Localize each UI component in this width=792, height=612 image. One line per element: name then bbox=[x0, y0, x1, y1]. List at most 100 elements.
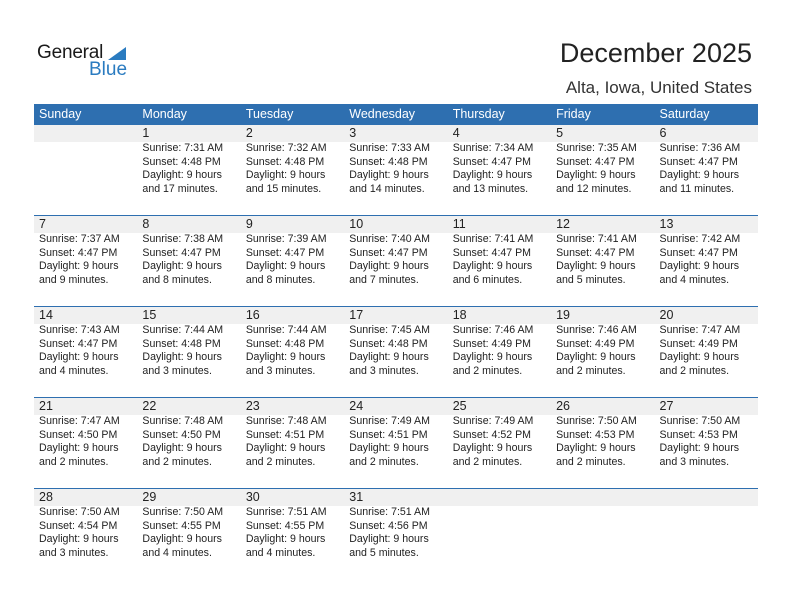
sunrise-text: Sunrise: 7:48 AM bbox=[245, 415, 327, 427]
daylight-text: Daylight: 9 hours bbox=[349, 442, 429, 454]
daylight-text: Daylight: 9 hours bbox=[245, 169, 326, 181]
daylight-minutes-text: and 17 minutes. bbox=[142, 182, 218, 195]
day-cell: 27 Sunrise: 7:50 AM Sunset: 4:53 PM Dayligh… bbox=[655, 398, 758, 488]
daylight-minutes-text: and 2 minutes. bbox=[556, 364, 626, 377]
day-cell: 7 Sunrise: 7:37 AM Sunset: 4:47 PM Daylight… bbox=[34, 216, 137, 306]
day-number: 12 bbox=[556, 217, 571, 231]
day-cell: 31 Sunrise: 7:51 AM Sunset: 4:56 PM Dayligh… bbox=[344, 489, 447, 579]
sunset-text: Sunset: 4:49 PM bbox=[659, 337, 738, 350]
day-number: 27 bbox=[659, 399, 674, 413]
daylight-minutes-text: and 7 minutes. bbox=[349, 273, 419, 286]
sunset-text: Sunset: 4:55 PM bbox=[245, 519, 325, 532]
daylight-text: Daylight: 9 hours bbox=[349, 533, 429, 545]
empty-day-cell bbox=[448, 489, 551, 579]
day-number: 13 bbox=[659, 217, 674, 231]
daylight-text: Daylight: 9 hours bbox=[245, 260, 326, 272]
sunrise-text: Sunrise: 7:39 AM bbox=[245, 233, 327, 245]
day-number: 28 bbox=[39, 490, 53, 504]
date-band bbox=[34, 489, 758, 506]
day-cell: 17 Sunrise: 7:45 AM Sunset: 4:48 PM Dayligh… bbox=[344, 307, 447, 397]
daylight-minutes-text: and 9 minutes. bbox=[39, 273, 109, 286]
day-cell: 21 Sunrise: 7:47 AM Sunset: 4:50 PM Dayligh… bbox=[34, 398, 137, 488]
day-number: 9 bbox=[245, 217, 253, 231]
sunset-text: Sunset: 4:51 PM bbox=[245, 428, 325, 441]
sunset-text: Sunset: 4:54 PM bbox=[39, 519, 118, 532]
daylight-minutes-text: and 2 minutes. bbox=[349, 455, 419, 468]
daylight-text: Daylight: 9 hours bbox=[659, 351, 740, 363]
weekday-header-wednesday: Wednesday bbox=[349, 107, 416, 121]
daylight-minutes-text: and 11 minutes. bbox=[659, 182, 735, 195]
day-number: 7 bbox=[39, 217, 46, 231]
sunset-text: Sunset: 4:47 PM bbox=[659, 155, 738, 168]
day-cell: 2 Sunrise: 7:32 AM Sunset: 4:48 PM Daylight… bbox=[241, 125, 344, 215]
sunset-text: Sunset: 4:49 PM bbox=[452, 337, 532, 350]
day-cell: 1 Sunrise: 7:31 AM Sunset: 4:48 PM Daylight… bbox=[137, 125, 240, 215]
date-band bbox=[34, 216, 758, 233]
day-number: 15 bbox=[142, 308, 157, 322]
day-cell: 29 Sunrise: 7:50 AM Sunset: 4:55 PM Dayligh… bbox=[137, 489, 240, 579]
day-cell: 20 Sunrise: 7:47 AM Sunset: 4:49 PM Dayligh… bbox=[655, 307, 758, 397]
sunset-text: Sunset: 4:53 PM bbox=[556, 428, 635, 441]
daylight-minutes-text: and 6 minutes. bbox=[452, 273, 523, 286]
daylight-text: Daylight: 9 hours bbox=[556, 351, 636, 363]
daylight-minutes-text: and 15 minutes. bbox=[245, 182, 322, 195]
sunrise-text: Sunrise: 7:41 AM bbox=[452, 233, 534, 245]
day-cell: 23 Sunrise: 7:48 AM Sunset: 4:51 PM Dayligh… bbox=[241, 398, 344, 488]
empty-day-cell bbox=[34, 125, 137, 215]
week-row: 14 Sunrise: 7:43 AM Sunset: 4:47 PM Dayligh… bbox=[34, 306, 758, 397]
day-cell: 19 Sunrise: 7:46 AM Sunset: 4:49 PM Dayligh… bbox=[551, 307, 654, 397]
sunset-text: Sunset: 4:47 PM bbox=[349, 246, 428, 259]
daylight-minutes-text: and 5 minutes. bbox=[556, 273, 626, 286]
sunrise-text: Sunrise: 7:35 AM bbox=[556, 142, 637, 154]
daylight-minutes-text: and 14 minutes. bbox=[349, 182, 425, 195]
page-title: December 2025 bbox=[559, 38, 752, 68]
sunrise-text: Sunrise: 7:36 AM bbox=[659, 142, 741, 154]
daylight-minutes-text: and 3 minutes. bbox=[142, 364, 212, 377]
sunset-text: Sunset: 4:56 PM bbox=[349, 519, 428, 532]
daylight-text: Daylight: 9 hours bbox=[245, 533, 326, 545]
day-cell: 15 Sunrise: 7:44 AM Sunset: 4:48 PM Dayligh… bbox=[137, 307, 240, 397]
sunrise-text: Sunrise: 7:37 AM bbox=[39, 233, 120, 245]
day-number: 24 bbox=[349, 399, 364, 413]
daylight-text: Daylight: 9 hours bbox=[39, 351, 119, 363]
logo-triangle-icon bbox=[108, 47, 126, 60]
daylight-minutes-text: and 2 minutes. bbox=[245, 455, 316, 468]
sunset-text: Sunset: 4:47 PM bbox=[556, 155, 635, 168]
day-cell: 24 Sunrise: 7:49 AM Sunset: 4:51 PM Dayligh… bbox=[344, 398, 447, 488]
weekday-header-row: Sunday Monday Tuesday Wednesday Thursday Frid… bbox=[34, 104, 758, 125]
daylight-minutes-text: and 4 minutes. bbox=[659, 273, 730, 286]
day-cell: 6 Sunrise: 7:36 AM Sunset: 4:47 PM Daylight… bbox=[655, 125, 758, 215]
day-number: 16 bbox=[245, 308, 260, 322]
sunrise-text: Sunrise: 7:44 AM bbox=[142, 324, 224, 336]
day-number: 8 bbox=[142, 217, 150, 231]
day-number: 29 bbox=[142, 490, 157, 504]
sunset-text: Sunset: 4:50 PM bbox=[39, 428, 118, 441]
day-number: 25 bbox=[452, 399, 467, 413]
day-cell: 16 Sunrise: 7:44 AM Sunset: 4:48 PM Dayligh… bbox=[241, 307, 344, 397]
day-cell: 26 Sunrise: 7:50 AM Sunset: 4:53 PM Dayligh… bbox=[551, 398, 654, 488]
sunrise-text: Sunrise: 7:41 AM bbox=[556, 233, 637, 245]
sunset-text: Sunset: 4:48 PM bbox=[142, 155, 221, 168]
day-cell: 13 Sunrise: 7:42 AM Sunset: 4:47 PM Dayligh… bbox=[655, 216, 758, 306]
empty-day-cell bbox=[551, 489, 654, 579]
sunset-text: Sunset: 4:47 PM bbox=[556, 246, 635, 259]
daylight-minutes-text: and 2 minutes. bbox=[452, 455, 523, 468]
day-cell: 11 Sunrise: 7:41 AM Sunset: 4:47 PM Dayligh… bbox=[448, 216, 551, 306]
day-number: 30 bbox=[245, 490, 260, 504]
day-number: 6 bbox=[659, 126, 667, 140]
sunset-text: Sunset: 4:48 PM bbox=[349, 337, 428, 350]
daylight-text: Daylight: 9 hours bbox=[349, 169, 429, 181]
daylight-minutes-text: and 12 minutes. bbox=[556, 182, 632, 195]
sunset-text: Sunset: 4:47 PM bbox=[452, 155, 532, 168]
sunset-text: Sunset: 4:47 PM bbox=[39, 246, 118, 259]
sunrise-text: Sunrise: 7:31 AM bbox=[142, 142, 224, 154]
sunrise-text: Sunrise: 7:46 AM bbox=[452, 324, 534, 336]
sunset-text: Sunset: 4:50 PM bbox=[142, 428, 221, 441]
daylight-text: Daylight: 9 hours bbox=[142, 169, 222, 181]
daylight-text: Daylight: 9 hours bbox=[245, 442, 326, 454]
daylight-minutes-text: and 3 minutes. bbox=[245, 364, 316, 377]
sunset-text: Sunset: 4:48 PM bbox=[142, 337, 221, 350]
sunrise-text: Sunrise: 7:46 AM bbox=[556, 324, 637, 336]
daylight-minutes-text: and 2 minutes. bbox=[659, 364, 730, 377]
sunrise-text: Sunrise: 7:45 AM bbox=[349, 324, 430, 336]
